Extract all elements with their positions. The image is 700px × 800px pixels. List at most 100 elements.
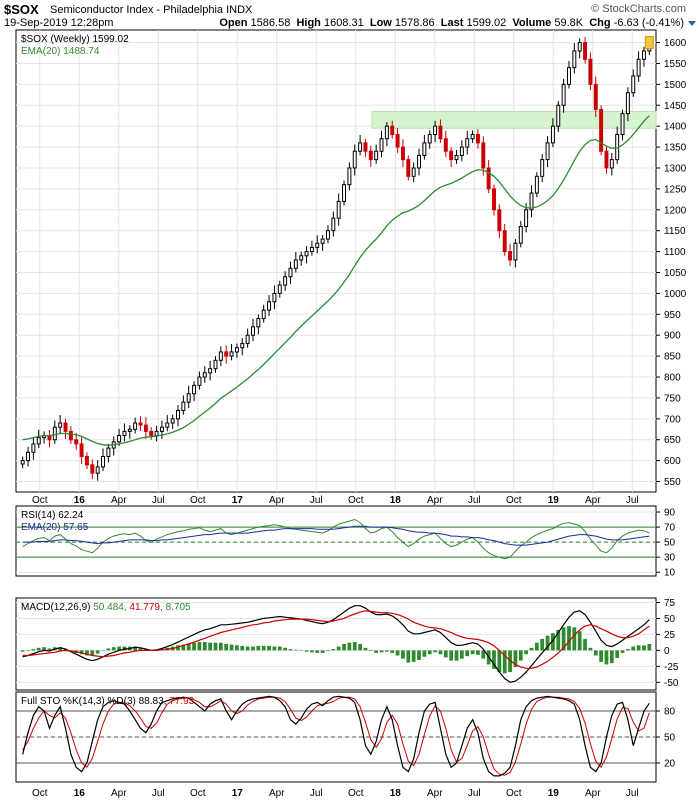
macd-histogram-bar: [245, 646, 250, 651]
macd-histogram-bar: [352, 642, 357, 651]
price-candle: [192, 384, 197, 395]
date-axis-bottom-label: Jul: [626, 788, 639, 799]
price-candle: [454, 154, 459, 161]
date-axis-top-label: Apr: [427, 495, 443, 506]
price-candle: [395, 134, 400, 148]
macd-panel-tick-label: 50: [664, 614, 676, 625]
macd-histogram-bar: [492, 650, 496, 669]
sto-d-line: [22, 696, 650, 776]
price-candle: [170, 418, 175, 424]
date-axis-bottom-label: Apr: [427, 788, 443, 799]
price-candle: [117, 435, 122, 443]
price-candle: [20, 460, 25, 465]
price-candle: [208, 368, 213, 374]
macd-histogram-bar: [224, 644, 229, 651]
macd-legend-title: MACD(12,26,9) 50.484, 41.779, 8.705: [21, 602, 191, 613]
macd-histogram-bar: [556, 629, 561, 651]
price-candle: [267, 301, 272, 311]
macd-histogram-bar: [181, 644, 186, 651]
macd-histogram-bar: [133, 646, 138, 651]
rsi-legend-title: RSI(14) 62.24: [21, 510, 84, 521]
price-candle: [79, 443, 84, 457]
macd-legend-hist: 8.705: [166, 602, 191, 613]
macd-histogram-bar: [331, 649, 336, 651]
watermark: © StockCharts.com: [591, 3, 686, 15]
macd-histogram-bar: [197, 642, 202, 651]
date-axis-bottom-label: 19: [548, 788, 560, 799]
price-candle: [534, 175, 539, 194]
date-axis-top-label: Apr: [111, 495, 127, 506]
price-candle: [358, 142, 363, 152]
macd-panel-tick-label: 25: [664, 630, 676, 641]
rsi-line: [22, 518, 650, 560]
price-candle: [176, 409, 180, 420]
macd-histogram-bar: [438, 650, 443, 655]
macd-histogram-bar: [406, 650, 411, 663]
price-candle: [384, 125, 389, 140]
macd-histogram-bar: [358, 644, 362, 651]
price-candle: [181, 401, 186, 411]
macd-histogram-bar: [288, 649, 293, 651]
date-axis-bottom-label: 18: [390, 788, 402, 799]
macd-histogram-bar: [42, 647, 46, 651]
price-candle: [631, 75, 636, 94]
price-candle: [218, 351, 223, 361]
macd-histogram-bar: [540, 638, 545, 651]
price-candle: [320, 238, 325, 244]
price-candle: [272, 292, 277, 303]
chevron-down-icon[interactable]: [688, 21, 696, 26]
price-candle: [101, 455, 105, 468]
macd-panel-tick-label: 0: [664, 646, 670, 657]
rsi-panel-frame: [15, 505, 657, 577]
macd-histogram-bar: [315, 650, 320, 653]
rsi-panel-tick-label: 90: [664, 508, 676, 519]
price-candle: [518, 226, 523, 244]
price-candle: [486, 167, 491, 190]
macd-histogram-bar: [143, 649, 148, 651]
macd-histogram-bar: [572, 627, 577, 651]
macd-histogram-bar: [411, 650, 416, 662]
price-candle: [459, 146, 464, 156]
macd-histogram-bar: [235, 645, 239, 651]
price-candle: [159, 426, 164, 432]
macd-histogram-bar: [277, 646, 282, 651]
price-candle: [379, 138, 384, 152]
price-candle: [604, 150, 609, 169]
price-candle: [545, 142, 550, 161]
price-candle: [245, 334, 250, 345]
price-candle: [427, 134, 432, 144]
price-candle: [540, 159, 545, 177]
macd-histogram-bar: [111, 647, 116, 651]
price-panel-tick-label: 900: [664, 331, 681, 342]
last-label: Last: [440, 17, 464, 29]
index-name: Semiconductor Index - Philadelphia INDX: [50, 4, 253, 16]
price-panel-tick-label: 750: [664, 393, 681, 404]
macd-histogram-bar: [577, 631, 582, 651]
price-candle: [567, 67, 571, 85]
macd-histogram-bar: [176, 645, 180, 651]
macd-histogram-bar: [101, 650, 105, 651]
price-candle: [127, 428, 132, 432]
rsi-ema-line: [22, 525, 650, 546]
macd-histogram-bar: [529, 647, 534, 651]
price-candle: [433, 125, 438, 136]
macd-signal-line: [22, 610, 650, 669]
price-panel-tick-label: 1000: [664, 289, 687, 300]
symbol-title: $SOX: [4, 2, 39, 17]
date-axis-bottom-label: Apr: [585, 788, 601, 799]
price-candle: [636, 58, 641, 77]
macd-histogram-bar: [293, 649, 298, 651]
price-candle: [304, 251, 309, 257]
price-candle: [256, 317, 261, 328]
price-panel-tick-label: 1200: [664, 205, 687, 216]
price-panel-tick-label: 1100: [664, 247, 686, 258]
price-candle: [641, 50, 646, 60]
price-candle: [599, 108, 604, 152]
rsi-panel-tick-label: 30: [664, 553, 676, 564]
price-candle: [229, 351, 234, 357]
macd-histogram-bar: [240, 645, 245, 651]
price-candle: [556, 104, 561, 127]
price-panel-tick-label: 1050: [664, 268, 687, 279]
macd-histogram-bar: [95, 650, 100, 654]
